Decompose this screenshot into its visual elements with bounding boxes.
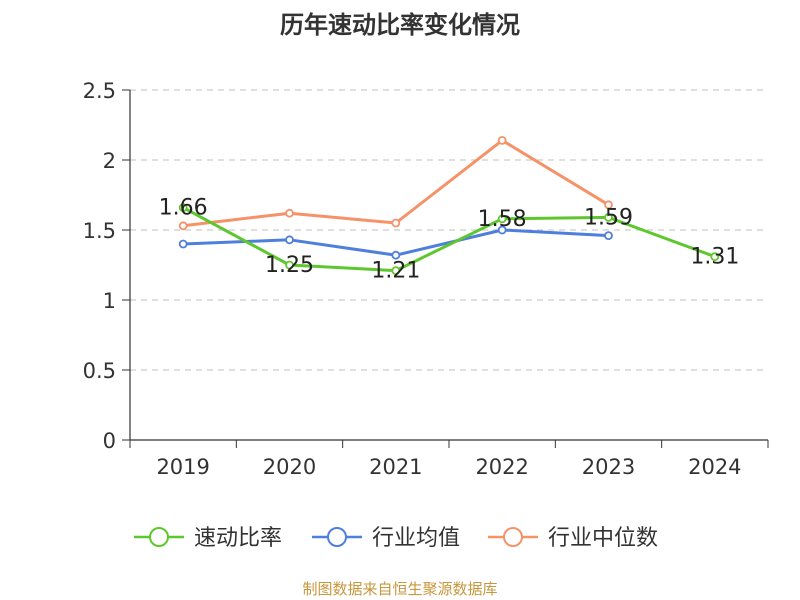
legend-item: 行业均值 xyxy=(312,526,460,551)
x-tick-label: 2020 xyxy=(263,455,316,479)
series-point xyxy=(604,212,613,222)
source-footer: 制图数据来自恒生聚源数据库 xyxy=(302,580,497,598)
series-point xyxy=(391,250,401,260)
series-point xyxy=(178,221,188,231)
grid-lines xyxy=(130,89,768,371)
legend-circle-icon xyxy=(149,527,169,547)
data-label: 1.31 xyxy=(690,245,739,270)
y-tick-label: 2.5 xyxy=(83,79,116,103)
y-tick-label: 1 xyxy=(103,289,116,313)
x-tick-label: 2019 xyxy=(156,455,209,479)
legend-label: 行业均值 xyxy=(372,526,460,551)
data-label: 1.25 xyxy=(265,253,314,278)
data-label: 1.66 xyxy=(159,196,208,221)
series-point xyxy=(497,214,507,224)
series-line xyxy=(181,206,717,273)
chart-title: 历年速动比率变化情况 xyxy=(280,11,520,39)
series-point xyxy=(178,203,188,213)
data-labels: 1.66 1.25 1.21 1.58 1.59 1.31 xyxy=(159,196,740,284)
series-lines xyxy=(178,135,720,276)
series-line xyxy=(181,138,610,228)
data-label: 1.59 xyxy=(584,205,633,230)
legend-label: 行业中位数 xyxy=(548,526,658,551)
legend-circle-icon xyxy=(327,527,347,547)
y-tick-label: 0 xyxy=(103,429,116,453)
data-label: 1.58 xyxy=(478,207,527,232)
axes: 0 0.5 1 1.5 2 2.5 2019 2020 2021 2022 2023 2024 xyxy=(83,79,769,479)
series-point xyxy=(285,208,294,218)
legend-circle-icon xyxy=(503,527,523,547)
x-tick-label: 2022 xyxy=(475,455,528,479)
series-point xyxy=(391,218,401,228)
series-point xyxy=(285,260,294,270)
series-point xyxy=(285,235,294,245)
series-point xyxy=(497,135,507,145)
legend-label: 速动比率 xyxy=(194,526,282,551)
series-point xyxy=(604,200,613,210)
y-tick-label: 0.5 xyxy=(83,359,116,383)
legend: 速动比率 行业均值 行业中位数 xyxy=(134,526,658,551)
series-point xyxy=(604,231,613,241)
series-point xyxy=(178,239,188,249)
legend-item: 速动比率 xyxy=(134,526,282,551)
legend-item: 行业中位数 xyxy=(488,526,658,551)
data-label: 1.21 xyxy=(371,259,420,284)
series-point xyxy=(497,225,507,235)
y-tick-label: 1.5 xyxy=(83,219,116,243)
series-point xyxy=(710,252,720,262)
x-tick-label: 2024 xyxy=(688,455,741,479)
y-tick-label: 2 xyxy=(103,149,116,173)
x-tick-label: 2023 xyxy=(582,455,635,479)
series-point xyxy=(391,266,401,276)
x-tick-label: 2021 xyxy=(369,455,422,479)
